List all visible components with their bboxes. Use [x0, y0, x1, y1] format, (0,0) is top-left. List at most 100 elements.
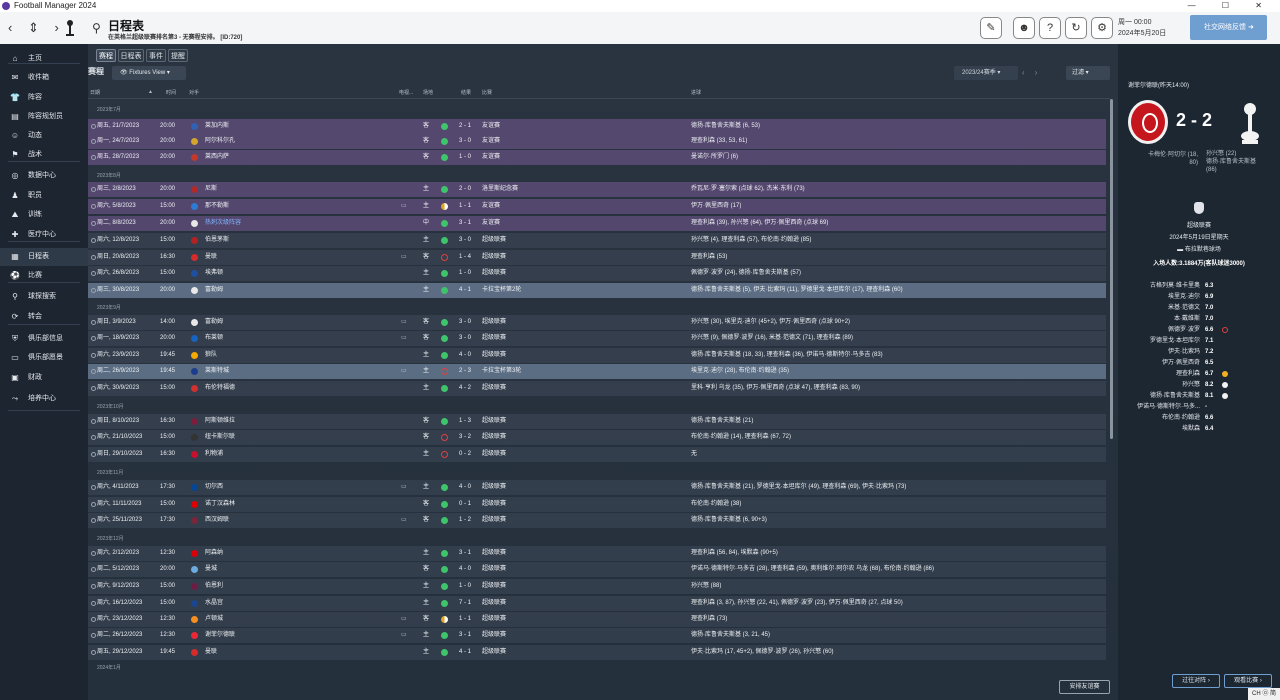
fixture-score[interactable]: 1 - 3 [459, 418, 472, 424]
fixture-row[interactable]: 周二, 26/12/2023 12:30 谢菲尔德联 ▭ 主 3 - 1 超级联赛 德扬·库鲁… [88, 628, 1106, 643]
fixture-row[interactable]: 周一, 18/9/2023 20:00 布莱顿 ▭ 客 3 - 0 超级联赛 孙兴慜 (9),… [88, 331, 1106, 346]
sidebar-item-planner[interactable]: ▤ 阵容规划员 [0, 108, 88, 126]
game-datetime[interactable]: 周一 00:00 2024年5月20日 [1118, 19, 1167, 37]
sidebar-item-shirt[interactable]: 👕 阵容 [0, 89, 88, 107]
fixture-competition[interactable]: 友谊赛 [482, 123, 501, 129]
fixture-row[interactable]: 周六, 16/12/2023 15:00 水晶宫 主 7 - 1 超级联赛 理查利森 (3,… [88, 596, 1106, 611]
row-select-radio[interactable] [91, 187, 96, 192]
sidebar-item-dynamics[interactable]: ☺ 动态 [0, 127, 88, 145]
row-select-radio[interactable] [91, 238, 96, 243]
sidebar-item-match[interactable]: ⚽ 比赛 [0, 267, 88, 285]
sidebar-item-training[interactable]: ⛰ 训练 [0, 206, 88, 224]
fixture-score[interactable]: 1 - 0 [459, 583, 472, 589]
fixture-row[interactable]: 周六, 5/8/2023 15:00 那不勒斯 ▭ 主 1 - 1 友谊赛 伊万·佩里西奇 (… [88, 199, 1106, 214]
fixture-score[interactable]: 7 - 1 [459, 600, 472, 606]
sidebar-item-medical[interactable]: ✚ 医疗中心 [0, 226, 88, 244]
filter-button[interactable]: 过滤 ▾ [1066, 66, 1110, 80]
refresh-icon[interactable]: ↻ [1065, 17, 1087, 39]
row-select-radio[interactable] [91, 567, 96, 572]
sidebar-item-data[interactable]: ◎ 数据中心 [0, 167, 88, 185]
row-select-radio[interactable] [91, 584, 96, 589]
row-select-radio[interactable] [91, 650, 96, 655]
fixture-competition[interactable]: 卡拉宝杯第3轮 [482, 368, 522, 374]
social-feedback-button[interactable]: 社交网络反馈 ➜ [1190, 15, 1267, 40]
fixture-row[interactable]: 周六, 4/11/2023 17:30 切尔西 ▭ 主 4 - 0 超级联赛 德扬·库鲁舍夫斯… [88, 480, 1106, 495]
tab-events[interactable]: 事件 [146, 49, 166, 62]
watch-match-button[interactable]: 观看比赛 › [1224, 674, 1272, 688]
col-scorers[interactable]: 进球 [691, 90, 702, 96]
row-select-radio[interactable] [91, 271, 96, 276]
fixture-score[interactable]: 3 - 2 [459, 434, 472, 440]
row-select-radio[interactable] [91, 518, 96, 523]
fixture-score[interactable]: 2 - 1 [459, 123, 472, 129]
fixture-competition[interactable]: 超级联赛 [482, 254, 507, 260]
fixture-competition[interactable]: 超级联赛 [482, 616, 507, 622]
help-icon[interactable]: ? [1039, 17, 1061, 39]
row-select-radio[interactable] [91, 124, 96, 129]
fixture-opponent[interactable]: 切尔西 [205, 484, 224, 490]
fixture-opponent[interactable]: 水晶宫 [205, 600, 224, 606]
sidebar-item-development[interactable]: ⤳ 培养中心 [0, 390, 88, 408]
row-select-radio[interactable] [91, 551, 96, 556]
fixture-competition[interactable]: 超级联赛 [482, 418, 507, 424]
row-select-radio[interactable] [91, 155, 96, 160]
season-nav-arrows[interactable]: ‹› [1022, 68, 1048, 77]
fixture-score[interactable]: 3 - 0 [459, 138, 472, 144]
col-tv[interactable]: 电视... [399, 90, 414, 96]
fixture-row[interactable]: 周三, 2/8/2023 20:00 尼斯 主 2 - 0 洛里斯纪念赛 乔瓦尼·罗·塞尔索… [88, 182, 1106, 197]
fixture-opponent[interactable]: 卢顿城 [205, 616, 224, 622]
fixture-opponent[interactable]: 谢菲尔德联 [205, 632, 236, 638]
fixture-row[interactable]: 周一, 24/7/2023 20:00 阿尔科尔孔 客 3 - 0 友谊赛 理查利森 (33… [88, 134, 1106, 149]
tab-schedule[interactable]: 日程表 [118, 49, 144, 62]
row-select-radio[interactable] [91, 435, 96, 440]
home-club-crest-icon[interactable] [1128, 100, 1168, 144]
player-rating-row[interactable]: 佩德罗·波罗 6.6 [1118, 325, 1280, 335]
fixture-score[interactable]: 0 - 2 [459, 451, 472, 457]
row-select-radio[interactable] [91, 369, 96, 374]
row-select-radio[interactable] [91, 320, 96, 325]
fixture-row[interactable]: 周日, 3/9/2023 14:00 富勒姆 ▭ 客 3 - 0 超级联赛 孙兴慜 (30),… [88, 315, 1106, 330]
col-date[interactable]: 日期 [90, 90, 101, 96]
tab-fixtures[interactable]: 赛程 [96, 49, 116, 62]
fixture-competition[interactable]: 超级联赛 [482, 385, 507, 391]
fixture-competition[interactable]: 洛里斯纪念赛 [482, 186, 519, 192]
row-select-radio[interactable] [91, 485, 96, 490]
fixture-row[interactable]: 周日, 20/8/2023 16:30 曼联 ▭ 客 1 - 4 超级联赛 理查利森 (53) [88, 250, 1106, 265]
fixture-row[interactable]: 周六, 30/9/2023 15:00 布伦特福德 主 4 - 2 超级联赛 里科·亨利 乌… [88, 381, 1106, 396]
fixture-competition[interactable]: 超级联赛 [482, 632, 507, 638]
fixture-row[interactable]: 周六, 25/11/2023 17:30 西汉姆联 ▭ 客 1 - 2 超级联赛 德扬·库鲁舍… [88, 513, 1106, 528]
player-rating-row[interactable]: 伊万·佩里西奇 6.5 [1118, 358, 1280, 368]
fixture-score[interactable]: 3 - 0 [459, 335, 472, 341]
sidebar-item-finance[interactable]: ▣ 财政 [0, 369, 88, 387]
fixture-competition[interactable]: 超级联赛 [482, 566, 507, 572]
fixture-opponent[interactable]: 布伦特福德 [205, 385, 236, 391]
fixture-row[interactable]: 周五, 28/7/2023 20:00 莱西内萨 客 1 - 0 友谊赛 曼诺尔·所罗门 (… [88, 150, 1106, 165]
row-select-radio[interactable] [91, 139, 96, 144]
tab-reminders[interactable]: 提醒 [168, 49, 188, 62]
sidebar-item-home[interactable]: ⌂ 主页 [0, 50, 88, 68]
fixture-opponent[interactable]: 莱斯特城 [205, 368, 230, 374]
fixture-row[interactable]: 周六, 9/12/2023 15:00 伯恩利 主 1 - 0 超级联赛 孙兴慜 (88) [88, 579, 1106, 594]
sidebar-item-calendar[interactable]: ▦ 日程表 [0, 248, 88, 266]
fixture-score[interactable]: 3 - 1 [459, 550, 472, 556]
fixture-score[interactable]: 1 - 2 [459, 517, 472, 523]
player-rating-row[interactable]: 伊诺马·德斯特尔·马多... - [1118, 402, 1280, 412]
fixture-competition[interactable]: 超级联赛 [482, 550, 507, 556]
col-time[interactable]: 时间 [166, 90, 177, 96]
sidebar-item-club-info[interactable]: ⛨ 俱乐部信息 [0, 330, 88, 348]
row-select-radio[interactable] [91, 386, 96, 391]
fixture-competition[interactable]: 友谊赛 [482, 154, 501, 160]
fixture-competition[interactable]: 超级联赛 [482, 600, 507, 606]
fixture-row[interactable]: 周六, 11/11/2023 15:00 诺丁汉森林 客 0 - 1 超级联赛 布伦南·约翰… [88, 497, 1106, 512]
sidebar-item-transfer[interactable]: ⟳ 转会 [0, 308, 88, 326]
search-icon[interactable]: ⚲ [92, 21, 101, 35]
away-club-crest-icon[interactable] [1236, 100, 1264, 146]
sort-arrow-icon[interactable]: ▲ [148, 89, 153, 95]
ime-indicator[interactable]: CH ㉧ 简 [1248, 688, 1280, 700]
row-select-radio[interactable] [91, 221, 96, 226]
fixture-competition[interactable]: 超级联赛 [482, 649, 507, 655]
player-rating-row[interactable]: 本·戴维斯 7.0 [1118, 314, 1280, 324]
fixture-opponent[interactable]: 阿斯顿维拉 [205, 418, 236, 424]
fixture-opponent[interactable]: 曼联 [205, 649, 218, 655]
col-venue[interactable]: 场地 [423, 90, 434, 96]
